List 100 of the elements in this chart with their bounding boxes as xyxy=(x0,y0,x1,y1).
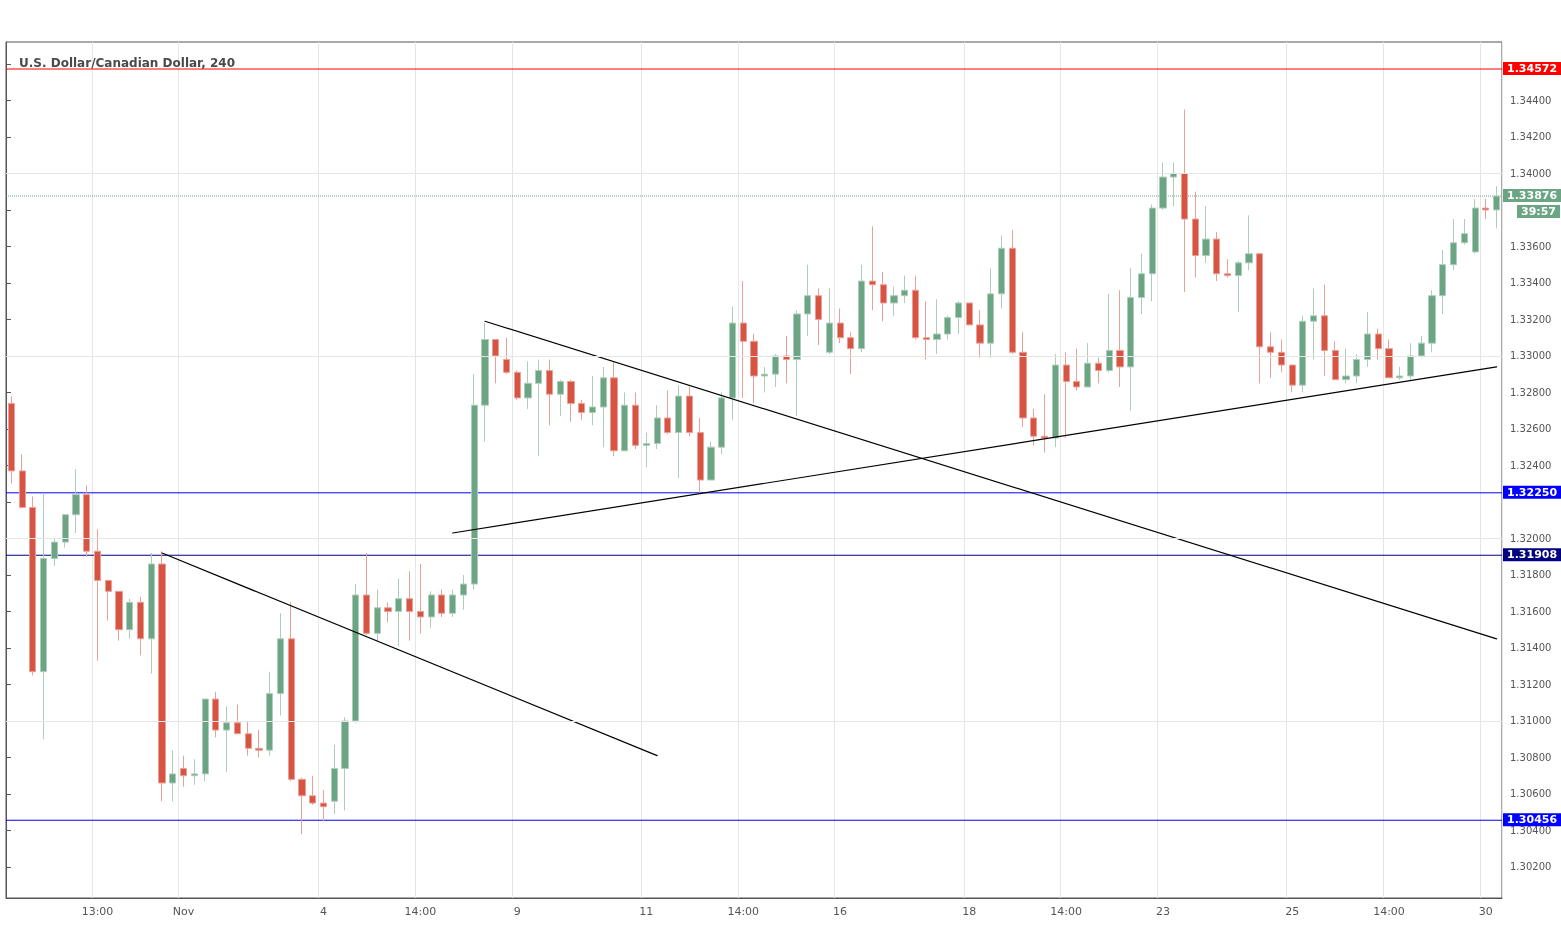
candlestick xyxy=(298,777,306,835)
candlestick xyxy=(234,704,241,735)
candlestick xyxy=(94,528,101,662)
candlestick xyxy=(976,309,984,359)
candlestick xyxy=(8,395,15,485)
y-tick-label: 1.33200 xyxy=(1510,313,1552,325)
x-tick-label: 18 xyxy=(962,905,977,918)
candlestick xyxy=(428,590,435,629)
candlestick xyxy=(438,589,445,618)
candlestick xyxy=(1321,284,1328,377)
candlestick xyxy=(449,589,456,618)
candlestick xyxy=(815,287,822,346)
y-tick-label: 1.31000 xyxy=(1510,715,1552,727)
candlestick xyxy=(266,671,273,757)
candlestick xyxy=(1256,253,1263,384)
candlestick xyxy=(686,386,693,437)
candlestick xyxy=(944,315,951,340)
candlestick xyxy=(352,583,359,724)
x-tick-label: 30 xyxy=(1478,905,1493,918)
candlestick xyxy=(1364,311,1371,368)
candlestick xyxy=(966,302,973,326)
candlestick xyxy=(492,339,499,384)
candlestick xyxy=(309,775,316,806)
y-tick-label: 1.30600 xyxy=(1510,788,1552,800)
candlestick xyxy=(1245,214,1253,271)
candlestick xyxy=(148,552,155,675)
candlestick xyxy=(589,375,596,426)
candlestick xyxy=(417,563,424,634)
candlestick xyxy=(158,550,166,802)
candlestick xyxy=(374,589,381,642)
candlestick xyxy=(697,417,704,494)
candlestick xyxy=(1472,198,1479,255)
candlestick xyxy=(1450,218,1457,271)
candlestick xyxy=(137,596,144,656)
candlestick xyxy=(933,298,941,355)
candlestick xyxy=(1278,339,1285,373)
candlestick xyxy=(826,287,833,355)
x-tick-label: 14:00 xyxy=(727,905,760,918)
y-tick-label: 1.32800 xyxy=(1510,386,1552,398)
candlestick xyxy=(654,404,661,450)
ref-line-label: 1.32250 xyxy=(1507,485,1558,499)
candlestick xyxy=(471,373,478,591)
y-tick-label: 1.34200 xyxy=(1510,131,1552,143)
x-tick-label: 25 xyxy=(1285,905,1300,918)
candlestick xyxy=(363,552,370,636)
candlestick xyxy=(1428,289,1436,353)
candlestick xyxy=(62,514,69,549)
candlestick xyxy=(1127,267,1134,412)
candlestick xyxy=(288,601,295,782)
y-tick-label: 1.30400 xyxy=(1510,824,1552,836)
candlestick xyxy=(740,280,747,399)
candlestick xyxy=(1353,353,1360,384)
y-tick-label: 1.34000 xyxy=(1510,167,1552,179)
y-tick-label: 1.33400 xyxy=(1510,277,1552,289)
candlestick xyxy=(1149,203,1156,302)
y-tick-label: 1.34400 xyxy=(1510,94,1552,106)
candlestick xyxy=(578,399,585,421)
candlestick xyxy=(1299,315,1306,393)
candlestick xyxy=(384,601,392,623)
y-tick-label: 1.31400 xyxy=(1510,642,1552,654)
ref-line-label: 1.30456 xyxy=(1507,813,1558,827)
candlestick xyxy=(707,441,715,481)
y-tick-label: 1.33000 xyxy=(1510,350,1552,362)
candlestick xyxy=(869,225,876,311)
candlestick xyxy=(202,698,209,782)
candlestick xyxy=(567,379,575,423)
candlestick xyxy=(223,705,230,773)
ref-line-label: 1.34572 xyxy=(1507,62,1558,76)
y-tick-label: 1.31200 xyxy=(1510,678,1552,690)
x-tick-label: 13:00 xyxy=(81,905,114,918)
candlestick xyxy=(212,691,219,738)
candlestick xyxy=(772,353,779,388)
candlestick xyxy=(395,578,402,647)
candlestick xyxy=(890,286,898,317)
candlestick xyxy=(514,370,521,401)
candlestick xyxy=(987,267,994,359)
candlestick xyxy=(320,789,327,822)
candlestick xyxy=(1073,348,1080,392)
candlestick xyxy=(750,333,758,404)
candlestick xyxy=(1052,353,1059,448)
y-tick-label: 1.32000 xyxy=(1510,532,1552,544)
candlestick xyxy=(535,359,542,457)
candlestick xyxy=(1192,191,1199,278)
candlestick xyxy=(1342,348,1350,384)
candlestick xyxy=(1439,249,1446,315)
candlestick xyxy=(1019,331,1027,428)
candlestick xyxy=(1138,253,1145,315)
candlestick xyxy=(1095,357,1102,384)
y-tick-label: 1.33600 xyxy=(1510,240,1552,252)
candlestick xyxy=(1116,289,1124,388)
candlestick xyxy=(105,579,112,622)
candlestick xyxy=(191,758,198,786)
candlestick xyxy=(1009,229,1016,355)
candlestick xyxy=(718,391,725,455)
candlestick xyxy=(1385,339,1393,379)
candlestick xyxy=(481,322,489,443)
candlestick xyxy=(783,335,790,384)
candlestick xyxy=(19,453,26,508)
x-tick-label: 14:00 xyxy=(404,905,437,918)
candlestick xyxy=(858,264,865,353)
